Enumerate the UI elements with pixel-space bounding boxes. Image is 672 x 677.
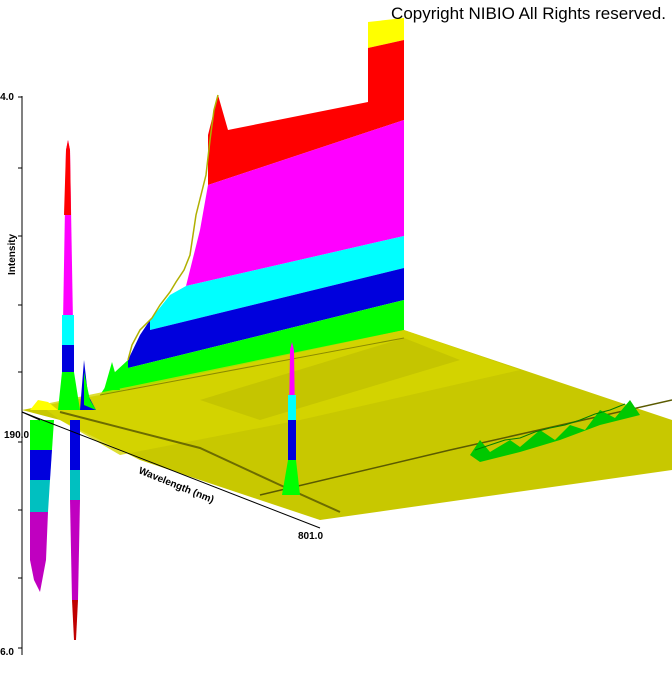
mid-peak — [282, 342, 300, 495]
x-tick-start: 190.0 — [4, 430, 29, 441]
z-tick-top: 84.0 — [0, 92, 14, 103]
x-axis-line — [21, 411, 321, 529]
z-tick-bottom: -56.0 — [0, 647, 14, 658]
copyright-watermark: Copyright NIBIO All Rights reserved. — [391, 4, 666, 23]
negative-lobes — [30, 420, 80, 640]
noise-spikes — [470, 400, 640, 462]
x-tick-end: 801.0 — [298, 531, 323, 542]
x-axis-line-2 — [21, 411, 41, 421]
left-peak-positive — [30, 140, 120, 410]
floor-surface — [22, 330, 672, 520]
far-wall — [100, 18, 404, 400]
z-axis-title: Intensity — [7, 233, 18, 275]
